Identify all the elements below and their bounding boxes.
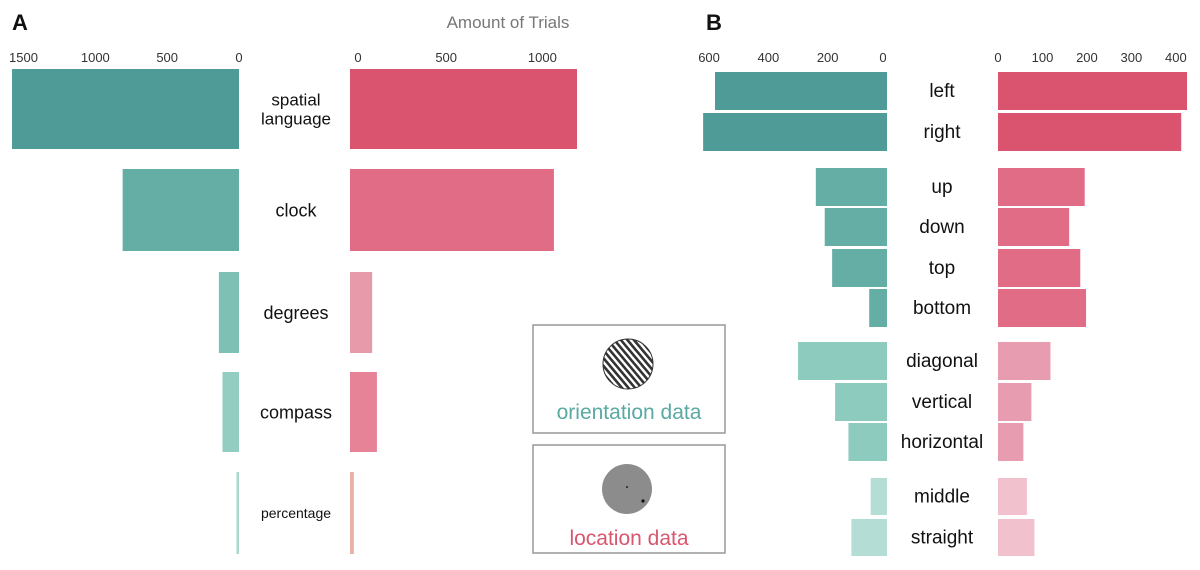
location-disc-icon	[602, 464, 652, 514]
panel-a-bar-location-clock	[350, 169, 554, 251]
panel-b-left-tick-600: 600	[698, 50, 720, 65]
panel-b-left-tick-200: 200	[817, 50, 839, 65]
panel-b-category-up: up	[931, 177, 952, 198]
panel-b-category-right: right	[924, 122, 962, 143]
panel-b-bar-orientation-down	[824, 208, 887, 246]
panel-b-bar-location-diagonal	[998, 342, 1051, 380]
panel-a: 1500 1000 500 0 0 500 1000 spatial language clock…	[9, 50, 577, 554]
panel-a-bar-location-spatial-language	[350, 69, 577, 149]
legend-orientation: orientation data	[532, 324, 726, 434]
panel-a-bar-orientation-degrees	[218, 272, 239, 353]
panel-b-category-diagonal: diagonal	[906, 351, 978, 372]
panel-b-category-left: left	[929, 81, 955, 102]
panel-b-bar-location-middle	[998, 478, 1027, 515]
panel-b-bar-location-down	[998, 208, 1070, 246]
panel-a-bar-orientation-clock	[122, 169, 239, 251]
panel-b-left-tick-0: 0	[879, 50, 886, 65]
panel-a-bar-orientation-spatial-language	[12, 69, 239, 149]
panel-b-bar-orientation-diagonal	[798, 342, 887, 380]
panel-a-bar-location-percentage	[350, 472, 354, 554]
panel-a-left-tick-0: 0	[235, 50, 242, 65]
panel-b-bar-orientation-up	[815, 168, 887, 206]
panel-a-left-tick-500: 500	[156, 50, 178, 65]
location-target-dot	[641, 499, 645, 503]
panel-b-category-straight: straight	[911, 528, 974, 549]
panel-b-category-middle: middle	[914, 487, 970, 508]
panel-b-category-bottom: bottom	[913, 298, 971, 319]
panel-b-letter: B	[706, 10, 722, 35]
panel-b-left-tick-400: 400	[758, 50, 780, 65]
grating-icon-outline	[602, 338, 654, 390]
panel-a-right-tick-0: 0	[354, 50, 361, 65]
panel-b-bar-location-straight	[998, 519, 1035, 556]
panel-b-bar-location-up	[998, 168, 1085, 206]
panel-b-bar-orientation-left	[715, 72, 887, 110]
panel-b-bar-location-vertical	[998, 383, 1032, 421]
panel-b-bar-location-right	[998, 113, 1182, 151]
panel-a-category-compass: compass	[260, 402, 332, 422]
panel-a-left-tick-1500: 1500	[9, 50, 38, 65]
panel-b-bar-location-horizontal	[998, 423, 1024, 461]
panel-a-letter: A	[12, 10, 28, 35]
panel-b: 600 400 200 0 0 100 200 300 400 left right up down to…	[698, 50, 1187, 556]
panel-a-bar-orientation-percentage	[236, 472, 239, 554]
panel-b-bar-orientation-middle	[870, 478, 887, 515]
panel-a-bar-orientation-compass	[222, 372, 239, 452]
legend-orientation-label: orientation data	[557, 401, 702, 424]
panel-b-bar-location-top	[998, 249, 1081, 287]
panel-b-bar-orientation-bottom	[869, 289, 887, 327]
panel-b-bar-orientation-vertical	[835, 383, 887, 421]
panel-b-category-horizontal: horizontal	[901, 432, 983, 453]
panel-a-category-spatial-language: spatial language	[261, 90, 331, 128]
panel-b-right-tick-400: 400	[1165, 50, 1187, 65]
panel-b-category-vertical: vertical	[912, 392, 972, 413]
panel-b-bar-orientation-horizontal	[848, 423, 887, 461]
panel-b-right-tick-100: 100	[1032, 50, 1054, 65]
panel-a-axis-title: Amount of Trials	[447, 13, 570, 32]
panel-b-bar-orientation-right	[703, 113, 887, 151]
panel-a-bar-location-compass	[350, 372, 377, 452]
panel-a-category-clock: clock	[275, 200, 317, 220]
panel-a-category-percentage: percentage	[261, 505, 331, 521]
panel-b-category-top: top	[929, 258, 955, 279]
panel-b-bar-location-bottom	[998, 289, 1087, 327]
location-center-dot	[626, 486, 628, 488]
panel-a-category-degrees: degrees	[263, 303, 328, 323]
panel-a-left-tick-1000: 1000	[81, 50, 110, 65]
panel-b-category-down: down	[919, 217, 964, 238]
panel-a-right-tick-1000: 1000	[528, 50, 557, 65]
panel-b-right-tick-0: 0	[994, 50, 1001, 65]
panel-b-right-tick-200: 200	[1076, 50, 1098, 65]
panel-b-right-tick-300: 300	[1121, 50, 1143, 65]
legend-location-label: location data	[569, 527, 688, 550]
panel-a-right-tick-500: 500	[435, 50, 457, 65]
legend-location: location data	[532, 444, 726, 554]
panel-a-bar-location-degrees	[350, 272, 373, 353]
panel-b-bar-orientation-straight	[851, 519, 887, 556]
panel-b-bar-location-left	[998, 72, 1187, 110]
panel-b-bar-orientation-top	[832, 249, 887, 287]
